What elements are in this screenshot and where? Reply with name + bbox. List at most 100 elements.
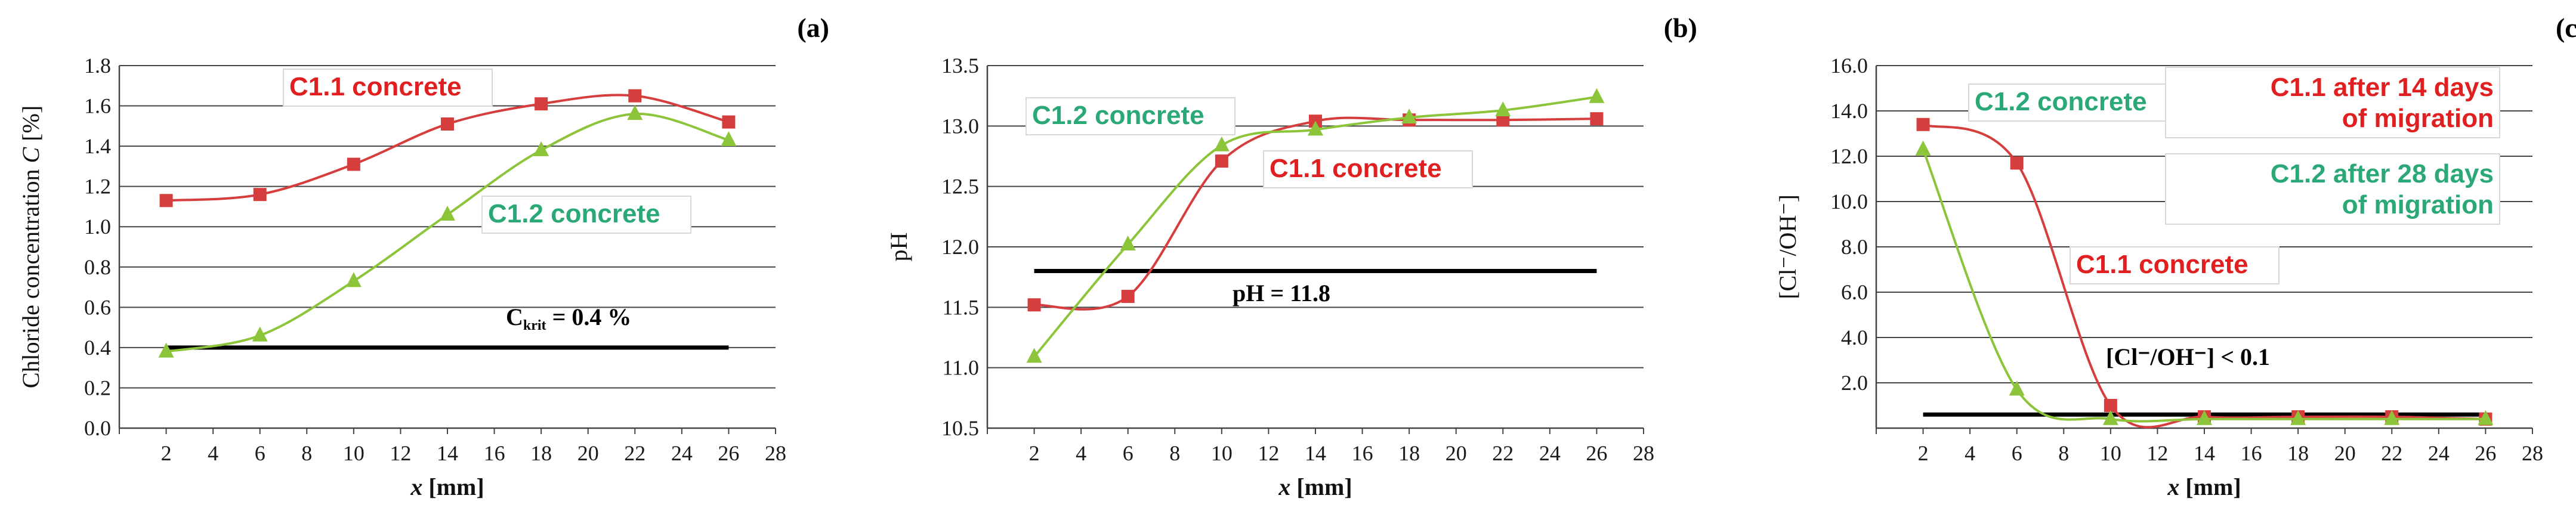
panel-label: (a) (797, 13, 829, 43)
data-point (1589, 88, 1605, 103)
x-tick-label: 6 (255, 441, 265, 465)
text-span: [mm] (1290, 473, 1352, 500)
series-annotation-box (1263, 150, 1473, 188)
data-point (2102, 410, 2118, 425)
x-tick-label: 18 (2287, 441, 2309, 465)
x-tick-label: 4 (1076, 441, 1086, 465)
data-point (1120, 235, 1136, 250)
data-point (1496, 113, 1510, 127)
data-point (627, 105, 643, 120)
data-point (1495, 101, 1511, 116)
x-tick-label: 26 (2475, 441, 2496, 465)
note-line: of migration (2342, 104, 2494, 133)
data-point (722, 115, 736, 129)
data-point (533, 141, 549, 156)
panel-label: (b) (1664, 13, 1697, 43)
data-point (628, 89, 642, 103)
data-point (347, 157, 360, 171)
x-tick-label: 2 (1029, 441, 1040, 465)
panel-label: (c) (2556, 13, 2576, 43)
y-tick-label: 0.8 (84, 255, 111, 279)
series-annotation-box (1026, 97, 1236, 135)
note-box (2165, 153, 2500, 225)
y-tick-label: 13.5 (941, 54, 979, 78)
y-tick-label: 1.2 (84, 175, 111, 199)
x-tick-label: 4 (208, 441, 218, 465)
text-span: Chloride concentration (17, 163, 44, 389)
threshold-label: [Cl⁻/OH⁻] < 0.1 (2106, 343, 2270, 370)
y-tick-label: 10.5 (941, 416, 979, 440)
data-point (158, 342, 174, 358)
series-annotation: C1.2 concrete (1975, 87, 2147, 116)
data-point (345, 272, 362, 287)
data-point (2384, 410, 2400, 425)
y-tick-label: 2.0 (1841, 371, 1868, 395)
y-tick-label: 13.0 (941, 114, 979, 138)
y-tick-label: 0.0 (84, 416, 111, 440)
data-point (1308, 120, 1323, 136)
data-point (1916, 117, 1930, 131)
data-point (159, 194, 173, 208)
x-tick-label: 2 (161, 441, 172, 465)
y-tick-label: 12.0 (1830, 144, 1868, 168)
data-point (1401, 109, 1417, 124)
x-tick-label: 16 (2241, 441, 2262, 465)
data-point (721, 131, 737, 146)
x-tick-label: 8 (1169, 441, 1180, 465)
series-line-c12 (1033, 95, 1597, 358)
y-tick-label: 12.0 (941, 235, 979, 259)
data-point (252, 326, 268, 342)
x-tick-label: 22 (1492, 441, 1514, 465)
data-point (2478, 410, 2494, 425)
data-point (2197, 410, 2212, 425)
x-tick-label: 8 (2058, 441, 2069, 465)
data-point (1590, 112, 1604, 126)
series-annotation-box (481, 196, 691, 234)
x-tick-label: 10 (1211, 441, 1233, 465)
y-tick-label: 0.2 (84, 376, 111, 400)
x-tick-label: 20 (1445, 441, 1467, 465)
x-tick-label: 10 (2100, 441, 2121, 465)
note-line: C1.1 after 14 days (2271, 73, 2494, 102)
series-annotation: C1.1 concrete (1270, 154, 1442, 183)
y-tick-label: 1.4 (84, 134, 111, 158)
chart-panel-2: 10.511.011.512.012.513.013.52 4 6 8 10 12 14 16… (885, 13, 1697, 500)
x-tick-label: 16 (1352, 441, 1373, 465)
data-point (535, 97, 548, 111)
x-tick-label: 28 (1633, 441, 1654, 465)
series-annotation: C1.2 concrete (1032, 101, 1204, 130)
x-tick-label: 24 (1539, 441, 1561, 465)
data-point (441, 117, 454, 131)
threshold-label: pH = 11.8 (1233, 280, 1330, 306)
note-box (2165, 67, 2500, 138)
x-axis-title: x [mm] (410, 473, 484, 500)
x-tick-label: 10 (343, 441, 365, 465)
series-annotation-box (1968, 83, 2178, 122)
text-span: krit (523, 318, 546, 333)
x-tick-label: 18 (1398, 441, 1420, 465)
y-tick-label: 10.0 (1830, 190, 1868, 213)
x-tick-label: 2 (1918, 441, 1929, 465)
series-annotation: C1.1 concrete (289, 72, 462, 101)
y-axis-title: pH (885, 233, 912, 262)
series-annotation-box (2070, 246, 2280, 284)
y-tick-label: 14.0 (1830, 99, 1868, 123)
y-axis-title: [Cl⁻/OH⁻] (1774, 194, 1801, 299)
text-span: C (506, 304, 523, 330)
x-tick-label: 12 (1258, 441, 1279, 465)
y-tick-label: 0.4 (84, 336, 111, 360)
x-tick-label: 28 (765, 441, 786, 465)
x-tick-label: 22 (624, 441, 645, 465)
x-tick-label: 20 (2334, 441, 2356, 465)
y-tick-label: 11.0 (942, 356, 979, 380)
x-tick-label: 26 (1586, 441, 1607, 465)
data-point (440, 205, 455, 221)
series-annotation: C1.1 concrete (2076, 250, 2248, 279)
text-span: x (410, 473, 422, 500)
x-tick-label: 24 (671, 441, 693, 465)
series-annotation: C1.2 concrete (488, 199, 660, 228)
y-tick-label: 0.6 (84, 295, 111, 319)
x-tick-label: 26 (718, 441, 739, 465)
x-tick-label: 12 (390, 441, 411, 465)
text-span: x (1278, 473, 1290, 500)
